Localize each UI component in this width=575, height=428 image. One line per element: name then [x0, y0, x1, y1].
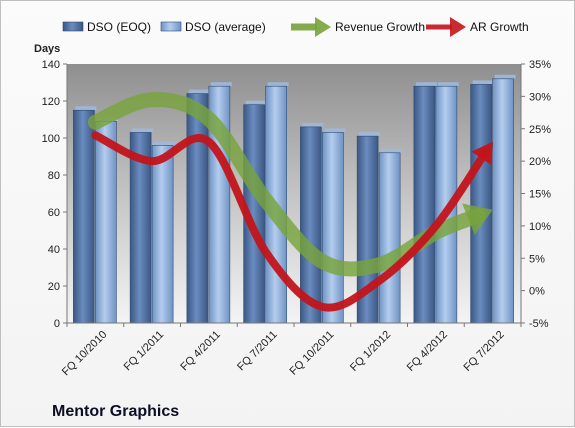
y-tick-label-140: 140 [42, 59, 60, 71]
bar-dso-eoq-6 [413, 85, 436, 324]
x-tick-label-4: FQ 10/2011 [288, 329, 337, 378]
bar-top-0-2 [188, 89, 210, 94]
bar-top-0-0 [75, 106, 97, 111]
legend-label-3: AR Growth [470, 20, 529, 34]
bar-top-0-6 [415, 82, 437, 87]
y2-tick-label-1: 0% [529, 286, 545, 298]
line-ar-growth [91, 131, 490, 312]
y2-tick-label-0: -5% [529, 318, 549, 330]
bar-top-1-1 [154, 141, 176, 146]
x-tick-label-1: FQ 1/2011 [122, 329, 167, 374]
bar-top-0-3 [245, 100, 267, 105]
bar-top-0-1 [132, 128, 154, 133]
bar-top-0-4 [302, 122, 324, 127]
bar-dso-average-1 [151, 145, 174, 324]
bar-top-1-7 [494, 74, 516, 79]
y2-tick-label-6: 25% [529, 124, 551, 136]
y-tick-label-60: 60 [48, 207, 60, 219]
bar-dso-average-4 [322, 132, 344, 324]
bar-top-1-6 [437, 82, 459, 87]
bar-dso-average-7 [492, 78, 514, 324]
arrowhead-ar-growth [471, 141, 493, 165]
x-tick-label-7: FQ 7/2012 [462, 329, 507, 374]
x-tick-label-5: FQ 1/2012 [348, 329, 393, 374]
legend-label-1: DSO (average) [185, 20, 266, 34]
bar-top-0-7 [472, 80, 494, 85]
legend-arrow-3 [450, 17, 466, 37]
y2-tick-label-2: 5% [529, 253, 545, 265]
y-tick-label-40: 40 [48, 244, 60, 256]
legend-label-0: DSO (EOQ) [87, 20, 151, 34]
bars-layer [73, 74, 516, 324]
bar-top-0-5 [359, 132, 381, 137]
lines-layer [87, 92, 493, 312]
bar-top-1-4 [324, 128, 346, 133]
y-tick-label-0: 0 [54, 318, 60, 330]
bar-dso-eoq-7 [470, 84, 492, 324]
x-tick-label-2: FQ 4/2011 [178, 329, 223, 374]
y2-tick-label-8: 35% [529, 59, 551, 71]
y-tick-label-20: 20 [48, 281, 60, 293]
legend-label-2: Revenue Growth [335, 20, 425, 34]
legend: DSO (EOQ) DSO (average) Revenue Growth AR G… [62, 17, 529, 37]
y-tick-label-80: 80 [48, 170, 60, 182]
bar-dso-eoq-0 [73, 109, 95, 324]
bar-dso-average-5 [378, 152, 401, 324]
x-tick-label-3: FQ 7/2011 [235, 329, 280, 374]
y2-tick-label-3: 10% [529, 221, 551, 233]
arrowhead-revenue-growth [462, 203, 493, 236]
x-tick-label-0: FQ 10/2010 [60, 329, 110, 379]
bar-dso-eoq-2 [186, 93, 209, 324]
legend-swatch-0 [62, 21, 84, 32]
y-tick-label-120: 120 [42, 96, 60, 108]
y-tick-label-100: 100 [42, 133, 60, 145]
bar-top-1-3 [267, 82, 289, 87]
legend-swatch-1 [160, 21, 182, 32]
company-name: Mentor Graphics [52, 403, 179, 420]
bar-top-1-2 [210, 82, 232, 87]
y2-tick-label-5: 20% [529, 156, 551, 168]
y-axis-title: Days [34, 43, 60, 55]
y2-tick-label-4: 15% [529, 189, 551, 201]
x-tick-label-6: FQ 4/2012 [405, 329, 450, 374]
bar-top-1-5 [381, 148, 403, 153]
y2-tick-label-7: 30% [529, 91, 551, 103]
legend-arrow-2 [315, 17, 331, 37]
bar-dso-average-0 [95, 121, 117, 324]
